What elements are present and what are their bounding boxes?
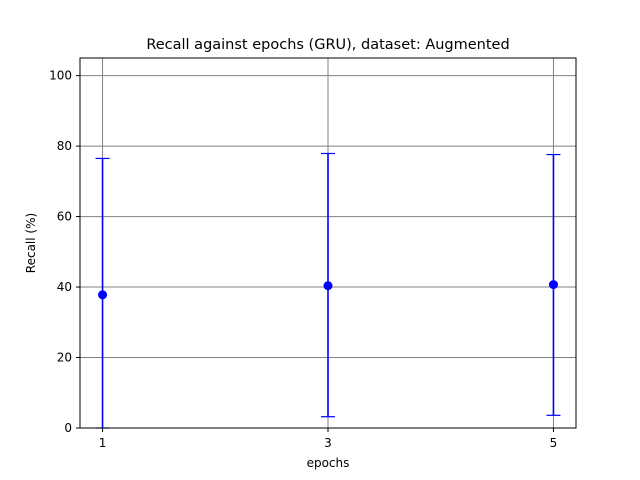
y-axis-label: Recall (%): [24, 213, 38, 273]
y-tick-label: 20: [57, 351, 72, 365]
chart-title: Recall against epochs (GRU), dataset: Au…: [146, 37, 509, 53]
data-point: [548, 280, 558, 290]
y-tick-label: 100: [49, 69, 72, 83]
y-tick-label: 40: [57, 280, 72, 294]
data-point: [98, 290, 108, 300]
x-axis-label: epochs: [307, 456, 350, 470]
tick-layer: 0 20 40 60 80 100 1 3 5: [49, 69, 557, 450]
y-tick-label: 80: [57, 139, 72, 153]
x-tick-label: 1: [99, 436, 107, 450]
y-tick-label: 0: [64, 421, 72, 435]
x-tick-label: 5: [550, 436, 558, 450]
x-tick-label: 3: [324, 436, 332, 450]
data-point: [323, 281, 333, 291]
y-tick-label: 60: [57, 210, 72, 224]
